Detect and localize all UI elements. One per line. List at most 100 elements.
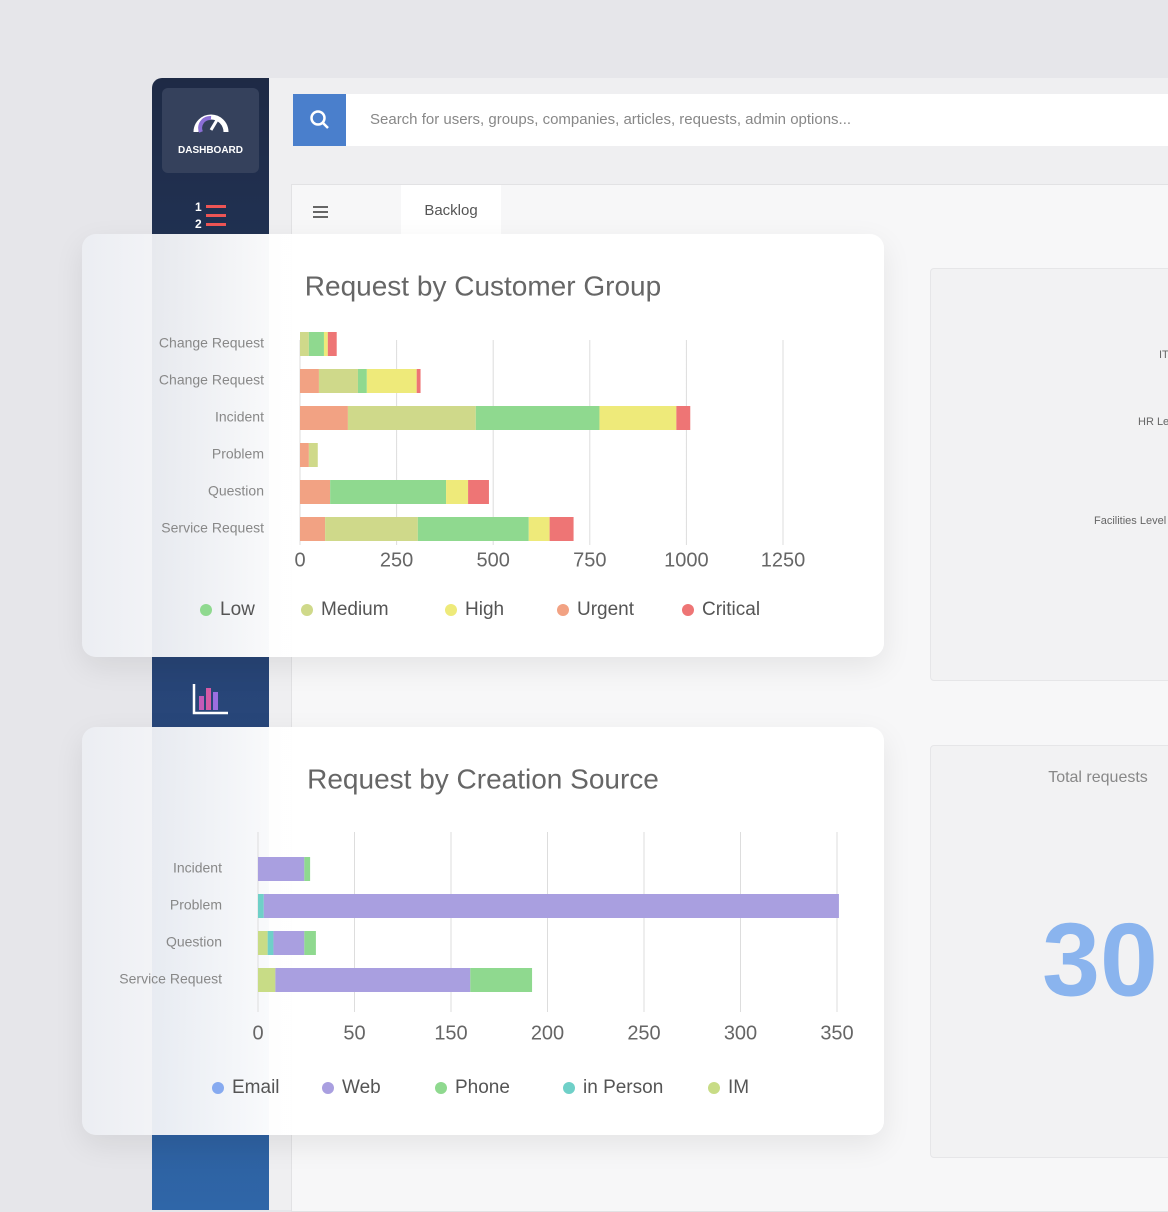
y-tick-label: Problem [170, 897, 222, 913]
bar-segment [258, 857, 305, 881]
legend-label: High [465, 599, 504, 620]
bar-segment [273, 931, 305, 955]
x-tick-label: 200 [531, 1022, 564, 1044]
bar-segment [446, 480, 469, 504]
bar-segment [258, 894, 264, 918]
side-panel [930, 268, 1168, 681]
bar-segment [304, 857, 311, 881]
menu-button[interactable] [292, 185, 348, 237]
bar-segment [327, 332, 337, 356]
bar-segment [258, 968, 276, 992]
bar-segment [417, 517, 529, 541]
x-tick-label: 50 [343, 1022, 365, 1044]
backlog-tab[interactable]: Backlog [401, 185, 501, 237]
bar-segment [325, 517, 418, 541]
y-tick-label: Change Request [159, 335, 264, 351]
bar-segment [300, 369, 319, 393]
y-tick-label: Change Request [159, 372, 264, 388]
total-label: Total requests [1048, 769, 1148, 786]
bar-segment [528, 517, 550, 541]
dashboard-icon [193, 114, 228, 133]
panel-label: IT [1159, 349, 1168, 361]
bar-segment [468, 480, 489, 504]
x-tick-label: 350 [820, 1022, 853, 1044]
report-icon[interactable] [192, 682, 230, 716]
legend-marker [445, 604, 457, 616]
bar-segment [366, 369, 417, 393]
panel-label: Facilities Level [1094, 515, 1166, 527]
panel-label: HR Le [1138, 416, 1168, 428]
bar-segment [347, 406, 476, 430]
svg-text:1: 1 [195, 200, 202, 214]
y-tick-label: Problem [212, 446, 264, 462]
menu-icon [313, 206, 328, 218]
y-tick-label: Service Request [119, 971, 222, 987]
legend-marker [322, 1082, 334, 1094]
y-tick-label: Incident [173, 860, 222, 876]
chart-title: Request by Customer Group [305, 270, 661, 301]
y-tick-label: Question [166, 934, 222, 950]
x-tick-label: 0 [252, 1022, 263, 1044]
x-tick-label: 500 [477, 549, 510, 571]
bar-segment [300, 517, 326, 541]
legend-label: Web [342, 1077, 381, 1098]
legend-marker [212, 1082, 224, 1094]
chart-card [82, 234, 884, 657]
legend-marker [708, 1082, 720, 1094]
legend-label: Low [220, 599, 255, 620]
x-tick-label: 750 [573, 549, 606, 571]
legend-marker [301, 604, 313, 616]
legend-label: Medium [321, 599, 389, 620]
total-value: 30 [1042, 902, 1158, 1018]
bar-segment [300, 480, 331, 504]
y-tick-label: Incident [215, 409, 264, 425]
bar-segment [357, 369, 367, 393]
dashboard-button[interactable]: DASHBOARD [162, 88, 259, 173]
list-icon[interactable]: 1 2 [192, 200, 230, 234]
bar-segment [318, 369, 358, 393]
bar-segment [323, 332, 328, 356]
bar-segment [676, 406, 691, 430]
bar-segment [263, 894, 839, 918]
bar-segment [275, 968, 471, 992]
search-button[interactable] [293, 94, 346, 146]
x-tick-label: 0 [294, 549, 305, 571]
chart-title: Request by Creation Source [307, 763, 659, 794]
y-tick-label: Service Request [161, 520, 264, 536]
bar-segment [330, 480, 447, 504]
x-tick-label: 250 [380, 549, 413, 571]
legend-marker [682, 604, 694, 616]
x-tick-label: 1000 [664, 549, 709, 571]
search-input[interactable]: Search for users, groups, companies, art… [346, 94, 1168, 146]
y-tick-label: Question [208, 483, 264, 499]
bar-segment [300, 443, 309, 467]
bar-segment [304, 931, 316, 955]
total-panel [930, 745, 1168, 1158]
bar-segment [470, 968, 533, 992]
bar-segment [549, 517, 574, 541]
dashboard-label: DASHBOARD [178, 145, 243, 156]
legend-label: IM [728, 1077, 749, 1098]
x-tick-label: 150 [434, 1022, 467, 1044]
bar-segment [300, 332, 309, 356]
x-tick-label: 250 [627, 1022, 660, 1044]
search-icon [310, 110, 329, 129]
bar-segment [258, 931, 268, 955]
legend-label: Email [232, 1077, 280, 1098]
legend-marker [563, 1082, 575, 1094]
legend-label: Critical [702, 599, 760, 620]
legend-marker [200, 604, 212, 616]
svg-text:2: 2 [195, 217, 202, 231]
bar-segment [300, 406, 348, 430]
bar-segment [308, 443, 318, 467]
legend-label: Phone [455, 1077, 510, 1098]
bar-segment [308, 332, 324, 356]
legend-marker [435, 1082, 447, 1094]
x-tick-label: 300 [724, 1022, 757, 1044]
bar-segment [267, 931, 274, 955]
chart-card [82, 727, 884, 1135]
x-tick-label: 1250 [761, 549, 806, 571]
bar-segment [475, 406, 600, 430]
